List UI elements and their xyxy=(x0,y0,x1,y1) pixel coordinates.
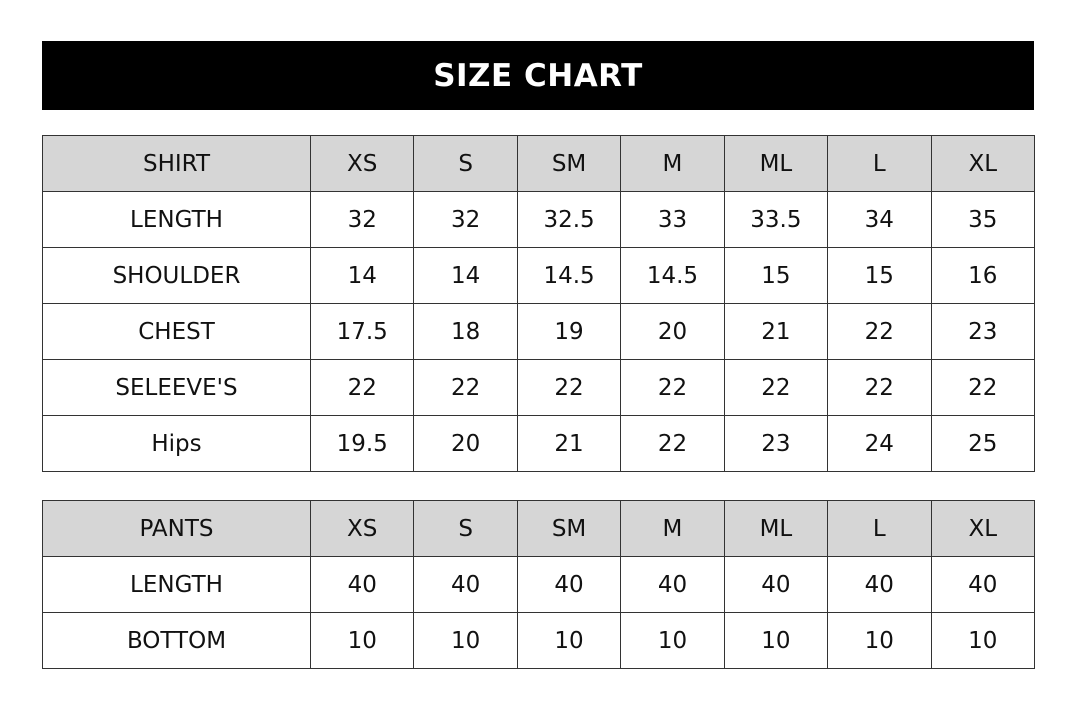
table-cell: 14 xyxy=(413,247,518,304)
table-cell: 20 xyxy=(413,415,518,472)
table-cell: 40 xyxy=(516,556,622,613)
table-cell: 10 xyxy=(930,612,1036,669)
table-cell: 15 xyxy=(827,247,932,304)
table-cell: 21 xyxy=(516,415,622,472)
table-cell: 17.5 xyxy=(309,303,415,360)
table-cell: 10 xyxy=(723,612,829,669)
table-cell: M xyxy=(620,135,725,192)
table-cell: 14.5 xyxy=(620,247,725,304)
table-cell: 40 xyxy=(930,556,1036,613)
table-cell: 20 xyxy=(620,303,725,360)
table-cell: 32 xyxy=(309,191,415,248)
table-cell: 22 xyxy=(620,359,725,416)
table-cell: 22 xyxy=(620,415,725,472)
table-cell: L xyxy=(827,135,932,192)
table-cell: 40 xyxy=(309,556,415,613)
table-cell: S xyxy=(413,135,518,192)
row-label: SELEEVE'S xyxy=(42,359,311,416)
table-cell: 32.5 xyxy=(516,191,622,248)
table-row: SHOULDER 14 14 14.5 14.5 15 15 16 xyxy=(42,247,1036,304)
table-cell: 22 xyxy=(723,359,829,416)
table-cell: L xyxy=(827,500,932,557)
row-label: BOTTOM xyxy=(42,612,311,669)
table-cell: SM xyxy=(516,500,622,557)
table-cell: 19.5 xyxy=(309,415,415,472)
table-cell: XS xyxy=(309,500,415,557)
table-cell: ML xyxy=(723,500,829,557)
row-label: SHOULDER xyxy=(42,247,311,304)
table-cell: 18 xyxy=(413,303,518,360)
table-row: Hips 19.5 20 21 22 23 24 25 xyxy=(42,415,1036,472)
row-label: LENGTH xyxy=(42,191,311,248)
table-cell: SM xyxy=(516,135,622,192)
table-cell: 35 xyxy=(930,191,1036,248)
table-row: BOTTOM 10 10 10 10 10 10 10 xyxy=(42,612,1036,669)
table-cell: 22 xyxy=(827,303,932,360)
row-label: SHIRT xyxy=(42,135,311,192)
table-cell: XS xyxy=(309,135,415,192)
table-cell: 40 xyxy=(620,556,725,613)
table-cell: XL xyxy=(930,500,1036,557)
table-cell: 40 xyxy=(723,556,829,613)
table-cell: 22 xyxy=(516,359,622,416)
table-cell: 10 xyxy=(827,612,932,669)
table-cell: S xyxy=(413,500,518,557)
table-cell: 14.5 xyxy=(516,247,622,304)
table-cell: 22 xyxy=(413,359,518,416)
table-cell: 10 xyxy=(516,612,622,669)
pants-size-table: PANTS XS S SM M ML L XL LENGTH 40 40 40 40 40 40 40 BOTT… xyxy=(42,500,1036,669)
table-cell: 21 xyxy=(723,303,829,360)
table-cell: 22 xyxy=(309,359,415,416)
table-cell: 33.5 xyxy=(723,191,829,248)
table-cell: 34 xyxy=(827,191,932,248)
table-cell: 15 xyxy=(723,247,829,304)
table-cell: XL xyxy=(930,135,1036,192)
table-cell: 40 xyxy=(413,556,518,613)
row-label: LENGTH xyxy=(42,556,311,613)
shirt-size-table: SHIRT XS S SM M ML L XL LENGTH 32 32 32.5 33 33.5 34 35… xyxy=(42,135,1036,472)
table-cell: 10 xyxy=(413,612,518,669)
table-cell: 10 xyxy=(309,612,415,669)
table-cell: ML xyxy=(723,135,829,192)
table-cell: 40 xyxy=(827,556,932,613)
row-label: Hips xyxy=(42,415,311,472)
table-cell: 10 xyxy=(620,612,725,669)
table-cell: 24 xyxy=(827,415,932,472)
row-label: CHEST xyxy=(42,303,311,360)
table-cell: 25 xyxy=(930,415,1036,472)
row-label: PANTS xyxy=(42,500,311,557)
table-cell: 14 xyxy=(309,247,415,304)
table-row: CHEST 17.5 18 19 20 21 22 23 xyxy=(42,303,1036,360)
table-row: LENGTH 40 40 40 40 40 40 40 xyxy=(42,556,1036,613)
table-cell: 19 xyxy=(516,303,622,360)
table-cell: 16 xyxy=(930,247,1036,304)
table-cell: 22 xyxy=(930,359,1036,416)
table-cell: 33 xyxy=(620,191,725,248)
table-row: SELEEVE'S 22 22 22 22 22 22 22 xyxy=(42,359,1036,416)
table-cell: 23 xyxy=(930,303,1036,360)
table-cell: 23 xyxy=(723,415,829,472)
table-header-row: SHIRT XS S SM M ML L XL xyxy=(42,135,1036,192)
table-cell: 32 xyxy=(413,191,518,248)
table-header-row: PANTS XS S SM M ML L XL xyxy=(42,500,1036,557)
size-chart-title: SIZE CHART xyxy=(42,41,1034,110)
table-cell: M xyxy=(620,500,725,557)
table-cell: 22 xyxy=(827,359,932,416)
table-row: LENGTH 32 32 32.5 33 33.5 34 35 xyxy=(42,191,1036,248)
